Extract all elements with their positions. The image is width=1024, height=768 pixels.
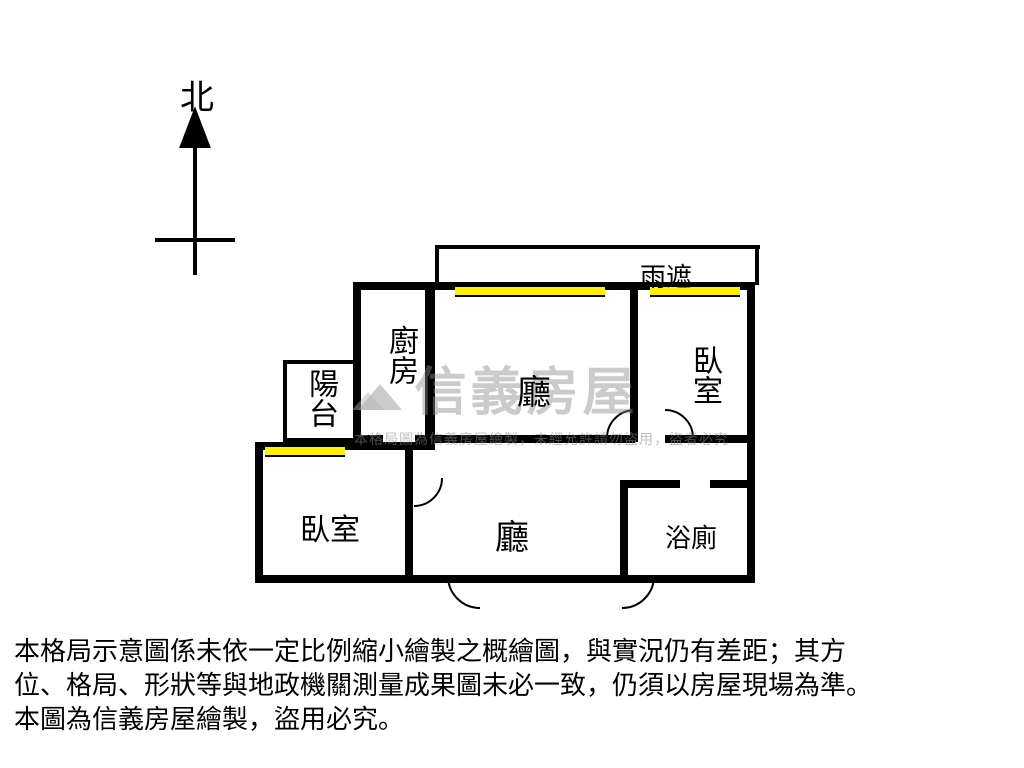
disclaimer-line: 本圖為信義房屋繪製，盜用必究。: [14, 703, 1010, 737]
room-label-bed_r: 臥室: [682, 345, 726, 405]
window-strip: [455, 285, 605, 297]
watermark-subtext: 本格局圖為信義房屋繪製，未經允許請勿盜用，盜者必究: [354, 429, 729, 449]
disclaimer-line: 位、格局、形狀等與地政機關測量成果圖未必一致，仍須以房屋現場為準。: [14, 669, 1010, 703]
room-label-hall2: 廳: [495, 510, 529, 559]
room-label-kitchen: 廚房: [378, 325, 422, 385]
room-label-balcony: 陽台: [298, 368, 342, 428]
room-label-bath: 浴廁: [665, 518, 717, 555]
room-label-hall1: 廳: [517, 365, 551, 414]
room-label-bed_l: 臥室: [300, 505, 360, 549]
window-strip: [265, 445, 345, 457]
floorplan-canvas: 北 信義房屋 本格局圖為信義房屋繪製，未經允許請勿盜用，盜者必究 雨遮廚房陽台廳…: [0, 0, 1024, 768]
disclaimer-line: 本格局示意圖係未依一定比例縮小繪製之概繪圖，與實況仍有差距；其方: [14, 635, 1010, 669]
room-label-awning: 雨遮: [640, 257, 692, 294]
disclaimer-text: 本格局示意圖係未依一定比例縮小繪製之概繪圖，與實況仍有差距；其方 位、格局、形狀…: [14, 635, 1010, 736]
